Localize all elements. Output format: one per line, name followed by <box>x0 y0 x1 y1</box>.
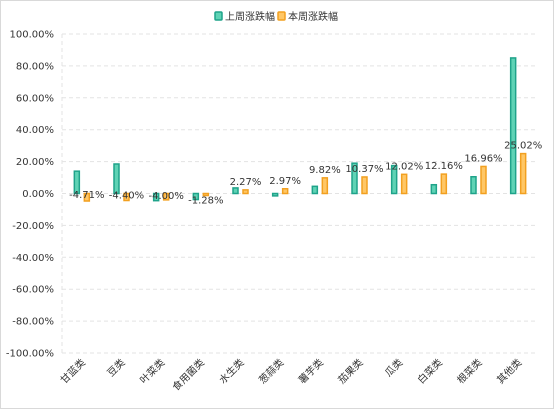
bar-this-week[interactable] <box>400 173 408 195</box>
y-axis: -100.00% -80.00% -60.00% -40.00% -20.00% 0.00… <box>6 30 54 360</box>
data-label: 25.02% <box>504 141 542 152</box>
legend-swatch-this-week <box>277 11 286 21</box>
data-label: 2.97% <box>269 176 301 187</box>
bar-last-week[interactable] <box>509 57 517 195</box>
y-tick-label: 80.00% <box>16 61 54 72</box>
y-tick-label: 60.00% <box>16 93 54 104</box>
data-label: -1.28% <box>188 195 223 206</box>
legend-item-last-week[interactable]: 上周涨跌幅 <box>214 10 275 23</box>
bar-last-week[interactable] <box>73 170 81 195</box>
legend-item-this-week[interactable]: 本周涨跌幅 <box>277 10 338 23</box>
bar-this-week[interactable] <box>83 192 91 202</box>
bar-last-week[interactable] <box>351 162 358 195</box>
legend: 上周涨跌幅 本周涨跌幅 <box>214 10 338 23</box>
y-tick-label: -20.00% <box>12 221 54 232</box>
bar-this-week[interactable] <box>281 188 289 195</box>
data-labels: -4.71% -4.40% -4.00% -1.28% 2.27% 2.97% 9.82% 1… <box>69 141 542 207</box>
bar-last-week[interactable] <box>470 176 477 195</box>
data-label: -4.71% <box>69 190 104 201</box>
bar-last-week[interactable] <box>390 164 398 195</box>
y-tick-label: -80.00% <box>12 317 54 328</box>
legend-label-this-week: 本周涨跌幅 <box>288 10 338 23</box>
data-label: 2.27% <box>230 177 262 188</box>
bar-last-week[interactable] <box>232 187 239 195</box>
data-label: 12.02% <box>385 161 423 172</box>
bar-this-week[interactable] <box>123 192 130 202</box>
y-tick-label: -60.00% <box>12 285 54 296</box>
bars <box>73 57 527 202</box>
bar-last-week[interactable] <box>271 192 279 197</box>
y-tick-label: 20.00% <box>16 157 54 168</box>
bar-this-week[interactable] <box>242 189 249 195</box>
data-label: 10.37% <box>345 164 383 175</box>
data-label: -4.40% <box>109 190 144 201</box>
bar-this-week[interactable] <box>321 177 329 195</box>
legend-swatch-last-week <box>214 11 223 21</box>
bar-last-week[interactable] <box>311 185 319 195</box>
bar-last-week[interactable] <box>152 192 160 202</box>
bar-this-week[interactable] <box>480 165 487 195</box>
bar-this-week[interactable] <box>162 192 170 201</box>
legend-label-last-week: 上周涨跌幅 <box>225 10 275 23</box>
bar-this-week[interactable] <box>519 152 527 195</box>
bar-last-week[interactable] <box>113 163 120 195</box>
y-tick-label: 0.00% <box>22 189 54 200</box>
bar-last-week[interactable] <box>430 183 438 195</box>
y-tick-label: 100.00% <box>10 30 55 41</box>
data-label: -4.00% <box>148 191 183 202</box>
data-label: 9.82% <box>309 165 341 176</box>
y-tick-label: 40.00% <box>16 125 54 136</box>
y-tick-label: -40.00% <box>12 253 54 264</box>
bar-last-week[interactable] <box>192 192 200 201</box>
y-tick-label: -100.00% <box>6 349 54 360</box>
data-label: 16.96% <box>464 153 502 164</box>
bar-this-week[interactable] <box>202 192 210 197</box>
data-label: 12.16% <box>425 161 463 172</box>
bar-this-week[interactable] <box>440 173 448 195</box>
bar-this-week[interactable] <box>361 176 368 195</box>
grid-lines <box>61 33 538 354</box>
